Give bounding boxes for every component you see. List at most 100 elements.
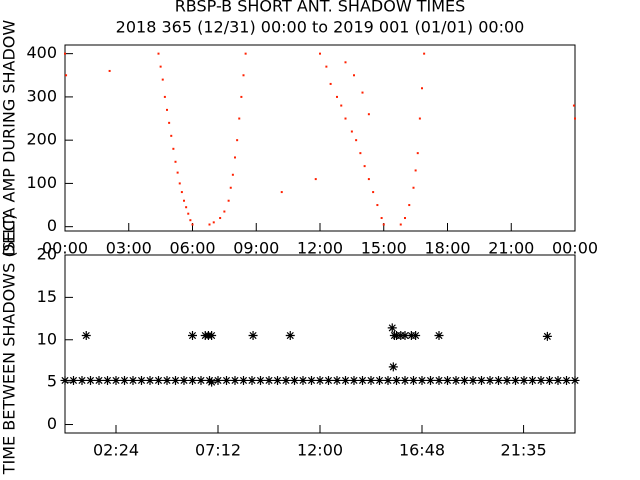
data-dot xyxy=(408,204,411,207)
data-dot xyxy=(359,152,362,155)
y-tick-label: 0 xyxy=(47,216,57,235)
asterisk xyxy=(247,375,257,385)
data-dot xyxy=(163,95,166,98)
asterisk xyxy=(103,375,112,385)
data-dot xyxy=(166,108,168,111)
asterisk xyxy=(162,375,172,385)
asterisk xyxy=(81,331,91,341)
asterisk xyxy=(281,375,291,385)
y-tick-label: 5 xyxy=(47,372,57,391)
asterisk xyxy=(553,375,563,385)
asterisk xyxy=(298,375,308,385)
data-dot xyxy=(229,186,232,189)
asterisk xyxy=(411,331,421,341)
data-dot xyxy=(367,178,370,181)
data-dot xyxy=(423,52,426,55)
asterisk xyxy=(86,375,95,385)
data-dot xyxy=(236,139,239,142)
x-tick-label: 18:00 xyxy=(424,239,470,258)
asterisk xyxy=(519,375,529,385)
asterisk xyxy=(207,331,217,341)
x-tick-label: 21:00 xyxy=(488,239,534,258)
data-dot xyxy=(344,117,347,120)
data-dot xyxy=(336,95,338,98)
x-tick-label: 07:12 xyxy=(195,441,241,460)
asterisk xyxy=(477,375,486,385)
data-dot xyxy=(64,52,66,55)
x-tick-label: 21:35 xyxy=(501,441,547,460)
x-tick-label: 03:00 xyxy=(106,239,152,258)
data-dot xyxy=(412,186,415,189)
asterisk xyxy=(341,375,350,385)
asterisk xyxy=(248,331,258,341)
asterisk xyxy=(154,375,163,385)
data-dot xyxy=(380,217,383,220)
y-axis-label: TIME BETWEEN SHADOWS (SEC) xyxy=(0,214,19,475)
data-dot xyxy=(414,169,417,172)
asterisk xyxy=(387,323,397,333)
asterisk xyxy=(171,375,180,385)
data-dot xyxy=(319,52,321,55)
data-dot xyxy=(340,104,343,107)
asterisk xyxy=(542,331,552,341)
asterisk xyxy=(443,375,452,385)
asterisk xyxy=(60,375,70,385)
asterisk xyxy=(273,375,282,385)
x-tick-label: 02:24 xyxy=(93,441,139,460)
x-tick-label: 09:00 xyxy=(233,239,279,258)
data-dot xyxy=(227,199,230,202)
data-dot xyxy=(178,182,181,185)
asterisk xyxy=(460,375,469,385)
chart-title: RBSP-B SHORT ANT. SHADOW TIMES xyxy=(175,0,466,16)
y-tick-label: 15 xyxy=(37,287,57,306)
data-dot xyxy=(355,139,358,142)
data-dot xyxy=(363,165,366,168)
asterisk xyxy=(570,375,580,385)
asterisk xyxy=(332,375,342,385)
x-tick-label: 15:00 xyxy=(361,239,407,258)
asterisk xyxy=(222,375,231,385)
data-dot xyxy=(174,160,177,163)
y-tick-label: 10 xyxy=(37,329,57,348)
data-dot xyxy=(382,223,385,226)
x-tick-label: 16:48 xyxy=(399,441,445,460)
asterisk xyxy=(528,375,537,385)
asterisk xyxy=(290,375,299,385)
data-dot xyxy=(353,74,355,77)
x-tick-label: 12:00 xyxy=(297,441,343,460)
asterisk xyxy=(451,375,461,385)
asterisk xyxy=(434,331,444,341)
data-dot xyxy=(421,87,423,90)
asterisk xyxy=(179,375,189,385)
data-dot xyxy=(168,121,171,124)
asterisk xyxy=(128,375,138,385)
asterisk xyxy=(494,375,503,385)
data-dot xyxy=(238,117,241,120)
data-dot xyxy=(325,65,328,68)
asterisk xyxy=(145,375,155,385)
data-dot xyxy=(219,217,222,220)
data-dot xyxy=(157,52,160,55)
data-dot xyxy=(280,191,283,194)
data-dot xyxy=(418,117,421,120)
asterisk xyxy=(485,375,495,385)
y-tick-label: 100 xyxy=(26,173,57,192)
asterisk xyxy=(137,375,146,385)
data-dot xyxy=(170,134,173,137)
x-tick-label: 12:00 xyxy=(297,239,343,258)
chart-subtitle: 2018 365 (12/31) 00:00 to 2019 001 (01/0… xyxy=(116,18,525,37)
data-dot xyxy=(244,52,247,55)
data-dot xyxy=(367,113,370,116)
asterisk xyxy=(400,375,410,385)
data-dot xyxy=(208,223,211,226)
asterisk xyxy=(502,375,512,385)
data-dot xyxy=(159,65,162,68)
asterisk xyxy=(468,375,478,385)
asterisk xyxy=(562,375,571,385)
data-dot xyxy=(231,173,234,176)
asterisk xyxy=(213,375,223,385)
asterisk xyxy=(349,375,359,385)
data-dot xyxy=(350,130,353,133)
asterisk xyxy=(536,375,546,385)
asterisk xyxy=(307,375,316,385)
